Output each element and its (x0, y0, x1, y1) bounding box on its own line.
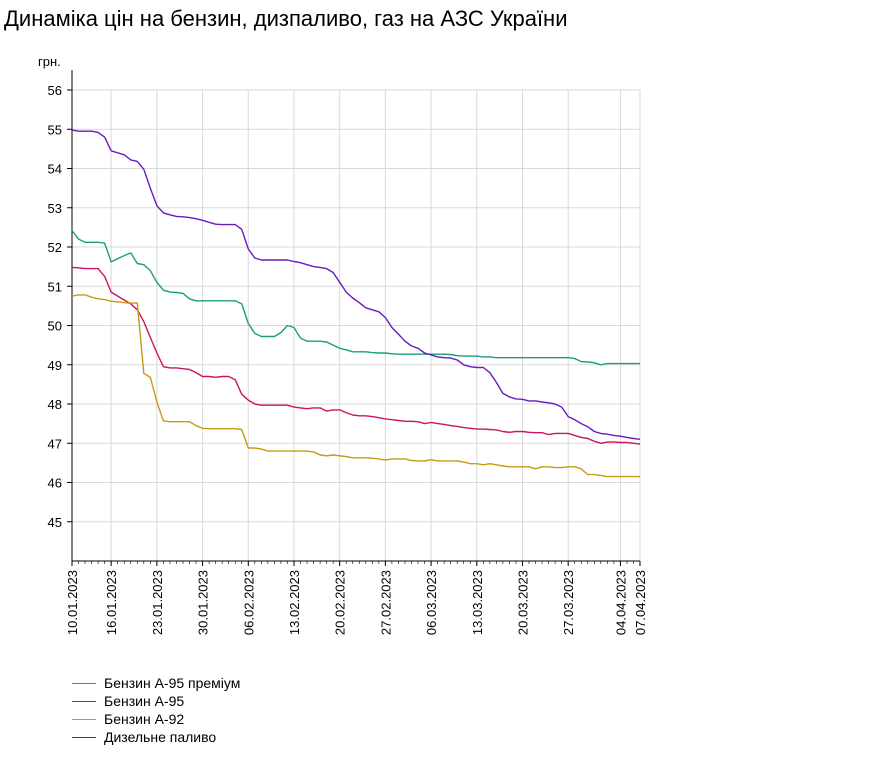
legend-item: Бензин А-92 (72, 710, 240, 728)
x-tick-label: 27.02.2023 (378, 570, 393, 635)
tick-labels: 45 46 47 48 49 50 51 52 53 54 55 56 грн. 10.01.2023 16… (38, 54, 648, 635)
y-tick-label: 48 (48, 397, 62, 412)
y-tick-label: 53 (48, 201, 62, 216)
legend-item: Бензин А-95 (72, 692, 240, 710)
chart-title: Динаміка цін на бензин, дизпаливо, газ н… (4, 6, 568, 31)
series-line-3 (71, 294, 640, 478)
y-tick-label: 52 (48, 240, 62, 255)
axes (67, 70, 641, 566)
y-tick-label: 49 (48, 358, 62, 373)
legend-label: Бензин А-95 (104, 693, 185, 709)
x-tick-label: 06.03.2023 (424, 570, 439, 635)
y-tick-label: 51 (48, 279, 62, 294)
x-tick-label: 06.02.2023 (241, 570, 256, 635)
x-tick-label: 10.01.2023 (65, 570, 80, 635)
x-tick-label: 13.03.2023 (470, 570, 485, 635)
x-tick-label: 27.03.2023 (561, 570, 576, 635)
x-tick-label: 07.04.2023 (633, 570, 648, 635)
x-tick-label: 30.01.2023 (196, 570, 211, 635)
y-tick-label: 45 (48, 515, 62, 530)
legend-item: Бензин А-95 преміум (72, 674, 240, 692)
series-lines (71, 129, 641, 478)
series-line-4 (71, 129, 641, 440)
y-tick-label: 55 (48, 122, 62, 137)
gridlines (71, 89, 641, 561)
x-tick-label: 23.01.2023 (150, 570, 165, 635)
y-tick-label: 54 (48, 162, 62, 177)
legend: Бензин А-95 преміум Бензин А-95 Бензин А-9… (72, 674, 240, 746)
legend-swatch (72, 682, 96, 684)
legend-label: Бензин А-92 (104, 711, 185, 727)
legend-label: Бензин А-95 преміум (104, 675, 241, 691)
y-tick-label: 56 (48, 83, 62, 98)
legend-swatch (72, 736, 96, 738)
series-line-2 (71, 266, 641, 445)
x-tick-label: 04.04.2023 (613, 570, 628, 635)
x-tick-label: 20.02.2023 (333, 570, 348, 635)
x-tick-label: 16.01.2023 (104, 570, 119, 635)
y-tick-label: 50 (48, 319, 62, 334)
y-tick-label: 46 (48, 476, 62, 491)
x-tick-label: 13.02.2023 (287, 570, 302, 635)
x-tick-label: 20.03.2023 (515, 570, 530, 635)
y-axis-unit-label: грн. (38, 54, 61, 69)
legend-swatch (72, 718, 96, 720)
series-line-1 (71, 230, 640, 366)
legend-label: Дизельне паливо (104, 729, 217, 745)
legend-swatch (72, 700, 96, 702)
y-tick-label: 47 (48, 436, 62, 451)
price-line-chart: 45 46 47 48 49 50 51 52 53 54 55 56 грн. 10.01.2023 16… (38, 54, 648, 635)
legend-item: Дизельне паливо (72, 728, 240, 746)
